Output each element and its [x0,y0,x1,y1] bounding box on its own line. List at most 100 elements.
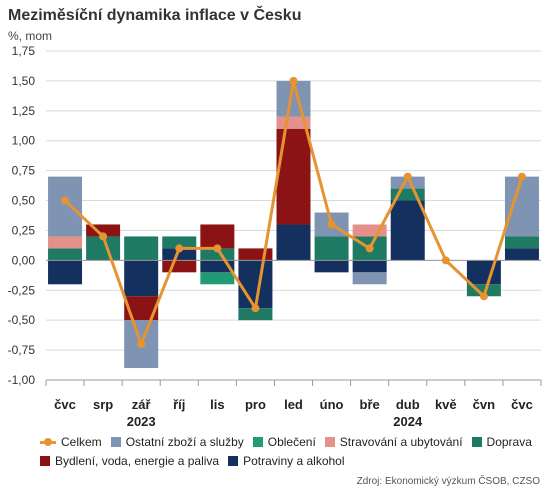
x-tick-label: led [284,397,303,412]
y-tick-label: -1,00 [8,373,36,387]
total-point [479,292,488,301]
bar-segment [352,260,387,273]
y-tick-label: -0,75 [8,343,36,357]
bar-segment [466,284,501,297]
x-tick-label: srp [93,397,113,412]
legend-item-celkem: Celkem [40,435,102,449]
color-swatch [40,455,50,466]
y-tick-label: 0,50 [12,194,36,208]
unit-label: %, mom [8,29,53,43]
bar-segment [48,248,83,261]
bar-segment [86,236,121,261]
x-tick-label: úno [320,397,344,412]
bar-segment [162,260,197,273]
legend-label: Oblečení [267,434,316,449]
source-note: Zdroj: Ekonomický výzkum ČSOB, CZSO [356,476,540,487]
color-swatch [471,436,482,447]
legend-label: Doprava [486,434,532,449]
color-swatch [228,455,239,466]
legend-item-ostatni: Ostatní zboží a služby [110,434,244,449]
y-tick-label: 1,75 [12,44,36,58]
legend-row-1: Celkem Ostatní zboží a služby Oblečení S… [40,432,540,451]
total-point [403,172,412,181]
bar-segment [200,224,235,249]
y-tick-label: 1,50 [12,74,36,88]
total-point [517,172,526,181]
x-tick-label: čvc [54,397,76,412]
total-point [175,244,184,253]
color-swatch [110,436,121,447]
bar-segment [390,188,425,201]
bar-segment [352,224,387,237]
bar-segment [124,236,159,261]
total-point [441,256,450,265]
x-tick-label: říj [173,397,185,412]
legend-label: Celkem [61,434,102,449]
y-tick-label: 0,25 [12,223,36,237]
bar-segment [162,236,197,249]
bar-segment [314,260,349,273]
legend-item-bydleni: Bydlení, voda, energie a paliva [40,454,219,468]
legend-item-stravovani: Stravování a ubytování [324,434,463,449]
x-tick-label: čvc [511,397,533,412]
bar-segment [390,176,425,189]
x-tick-label: lis [210,397,224,412]
bar-segment [200,248,235,261]
bar-segment [276,224,311,261]
legend-label: Potraviny a alkohol [243,453,345,468]
legend-item-obleceni: Oblečení [252,434,316,449]
legend-row-2: Bydlení, voda, energie a paliva Potravin… [40,451,540,470]
bar-segment [124,260,159,297]
total-point [61,196,70,205]
bar-segment [86,224,121,237]
bar-segment [124,296,159,321]
year-label: 2024 [393,414,423,429]
bar-segment [504,248,539,261]
total-point [213,244,222,253]
legend-item-potraviny: Potraviny a alkohol [228,453,345,468]
legend-label: Ostatní zboží a služby [125,434,244,449]
total-point [365,244,374,253]
x-tick-label: pro [245,397,266,412]
bar-segment [238,248,273,261]
bar-segment [504,176,539,237]
line-marker-icon [40,437,56,447]
legend-label: Stravování a ubytování [339,434,463,449]
bar-segment [200,260,235,273]
legend-item-doprava: Doprava [471,434,532,449]
color-swatch [324,436,335,447]
bar-segment [466,260,501,285]
color-swatch [252,436,263,447]
bar-segment [276,116,311,129]
bar-segment [314,236,349,261]
x-tick-label: bře [360,397,380,412]
x-tick-label: dub [396,397,420,412]
x-tick-label: čvn [473,397,495,412]
year-label: 2023 [127,414,156,429]
bar-segment [200,272,235,285]
y-tick-label: -0,25 [8,283,36,297]
bar-segment [48,236,83,249]
y-tick-label: 0,00 [12,253,36,267]
total-point [327,220,336,229]
legend-label: Bydlení, voda, energie a paliva [55,453,220,468]
x-tick-label: kvě [435,397,457,412]
bar-segment [48,260,83,285]
y-tick-label: -0,50 [8,313,36,327]
bar-segment [390,200,425,261]
total-point [137,340,146,349]
y-tick-label: 1,00 [12,134,36,148]
chart-title: Meziměsíční dynamika inflace v Česku [8,7,302,24]
bar-segment [504,236,539,249]
x-tick-label: zář [132,397,152,412]
total-point [251,304,260,313]
y-tick-label: 1,25 [12,104,36,118]
bar-segment [48,176,83,237]
inflation-chart: 1,75 1,50 1,25 1,00 0,75 0,50 0,25 0,00 -0,25 -0,… [8,44,542,429]
legend: Celkem Ostatní zboží a služby Oblečení S… [40,432,540,470]
total-point [289,76,298,85]
bar-segment [162,248,197,261]
y-tick-label: 0,75 [12,164,36,178]
bar-segment [352,272,387,285]
bar-segment [238,308,273,321]
